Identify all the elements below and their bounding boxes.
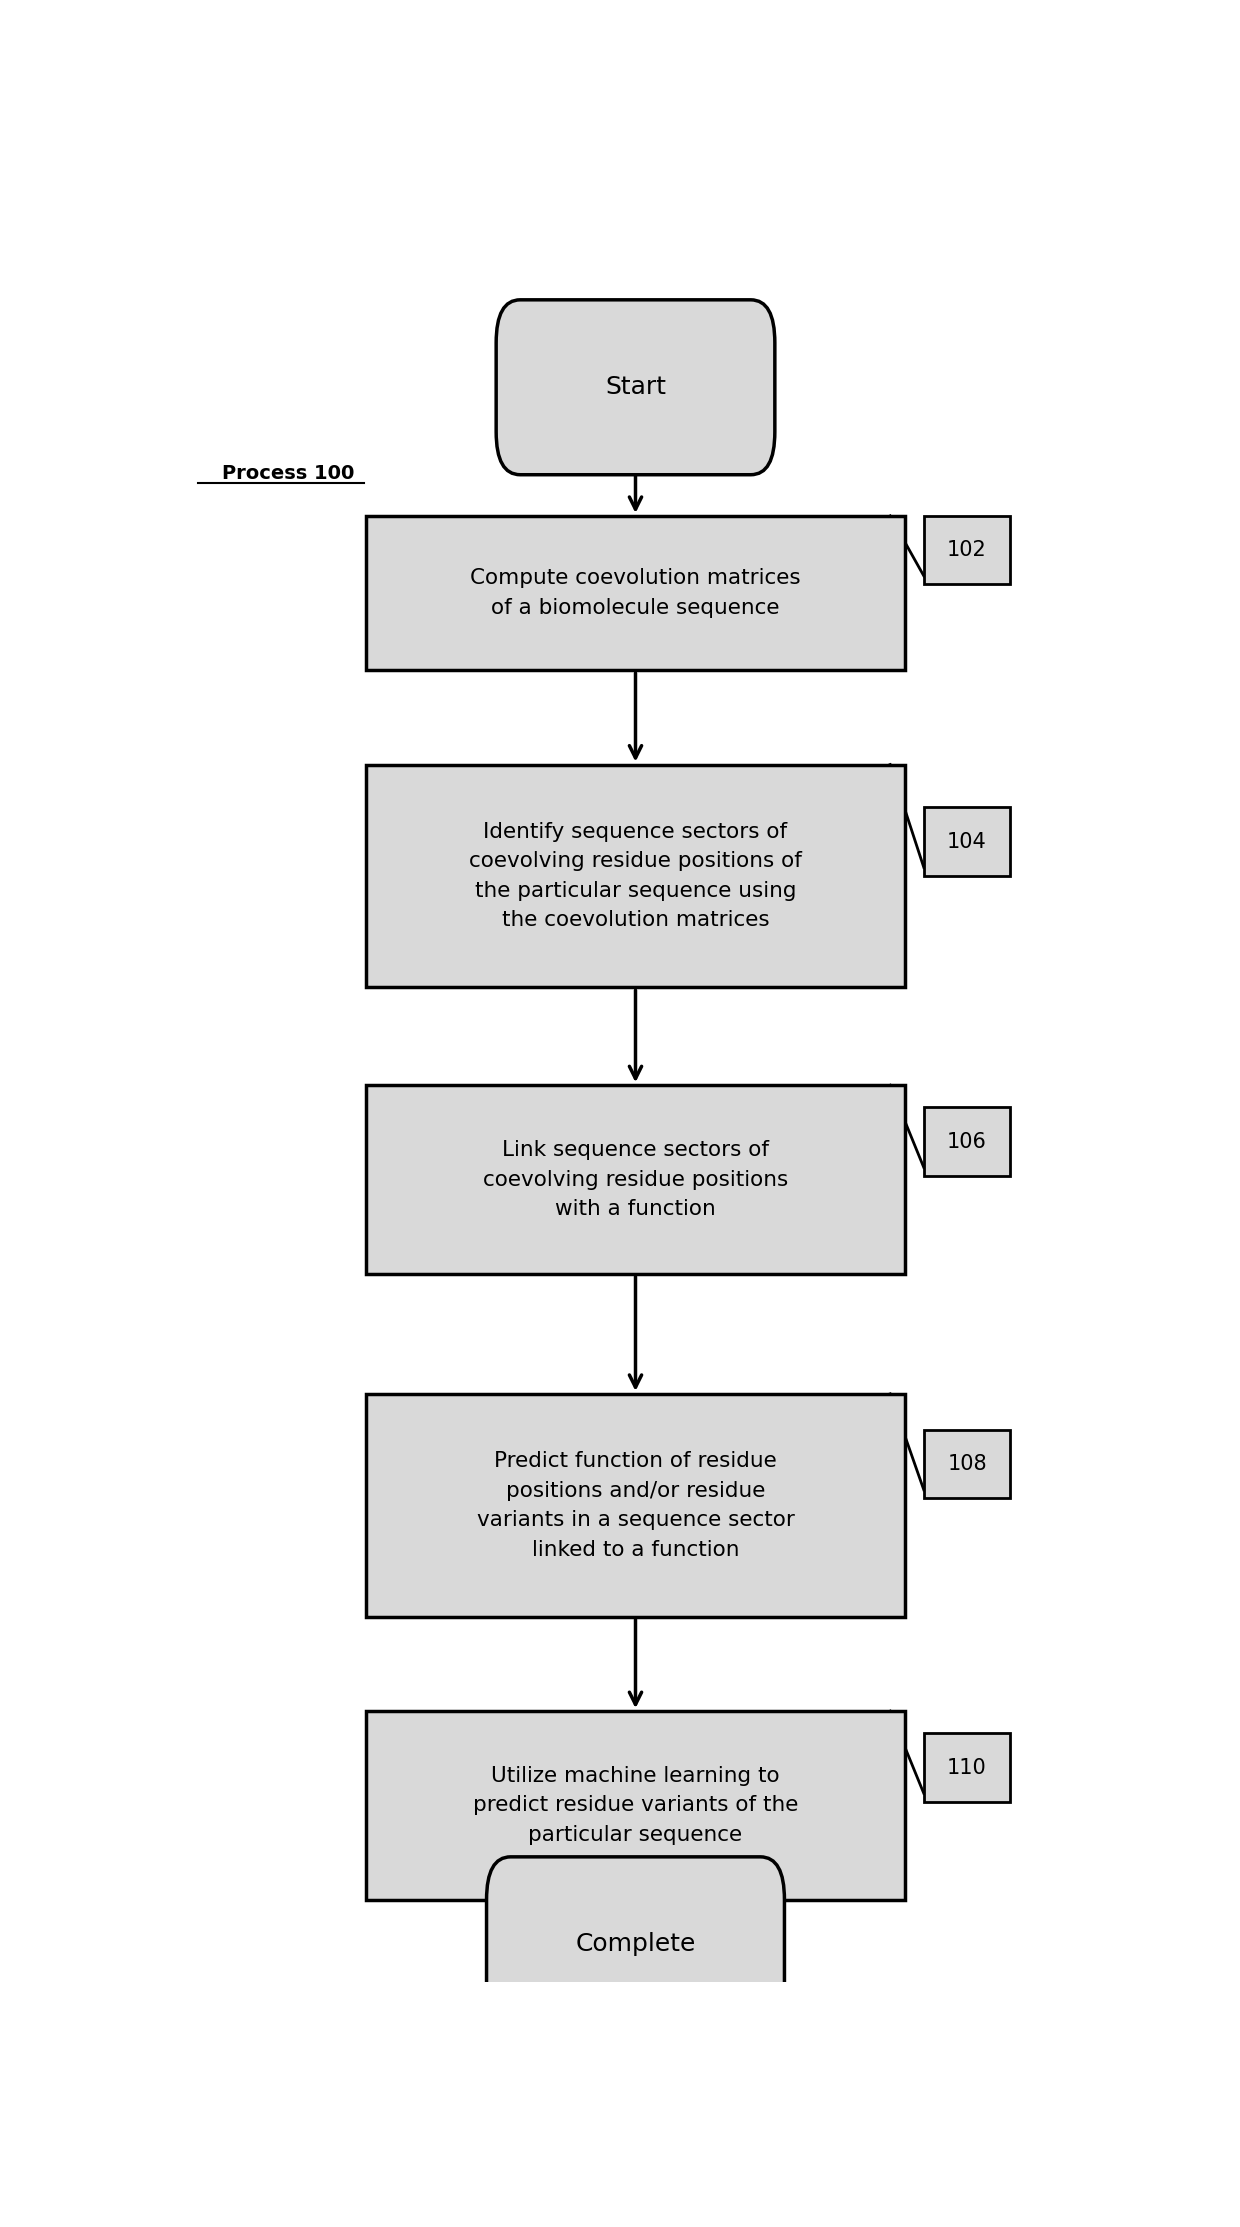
Text: Complete: Complete [575, 1933, 696, 1955]
FancyBboxPatch shape [924, 808, 1011, 875]
Text: Process 100: Process 100 [222, 463, 355, 483]
Text: Link sequence sectors of
coevolving residue positions
with a function: Link sequence sectors of coevolving resi… [482, 1140, 789, 1218]
Text: Predict function of residue
positions and/or residue
variants in a sequence sect: Predict function of residue positions an… [476, 1452, 795, 1559]
Text: 104: 104 [947, 831, 987, 851]
FancyBboxPatch shape [486, 1857, 785, 2031]
Text: Compute coevolution matrices
of a biomolecule sequence: Compute coevolution matrices of a biomol… [470, 568, 801, 617]
FancyBboxPatch shape [924, 1107, 1011, 1176]
FancyBboxPatch shape [367, 764, 905, 987]
FancyBboxPatch shape [924, 1733, 1011, 1802]
FancyBboxPatch shape [367, 1394, 905, 1617]
FancyBboxPatch shape [924, 1430, 1011, 1499]
FancyBboxPatch shape [367, 1085, 905, 1274]
Text: Utilize machine learning to
predict residue variants of the
particular sequence: Utilize machine learning to predict resi… [472, 1766, 799, 1844]
FancyBboxPatch shape [367, 517, 905, 670]
FancyBboxPatch shape [924, 517, 1011, 583]
Text: 102: 102 [947, 541, 987, 561]
Text: 108: 108 [947, 1454, 987, 1474]
Text: Figure 1A: Figure 1A [553, 301, 718, 330]
FancyBboxPatch shape [367, 1710, 905, 1900]
FancyBboxPatch shape [496, 301, 775, 474]
Text: 106: 106 [947, 1131, 987, 1151]
Text: 110: 110 [947, 1757, 987, 1777]
Text: Start: Start [605, 376, 666, 399]
Text: Identify sequence sectors of
coevolving residue positions of
the particular sequ: Identify sequence sectors of coevolving … [469, 822, 802, 931]
